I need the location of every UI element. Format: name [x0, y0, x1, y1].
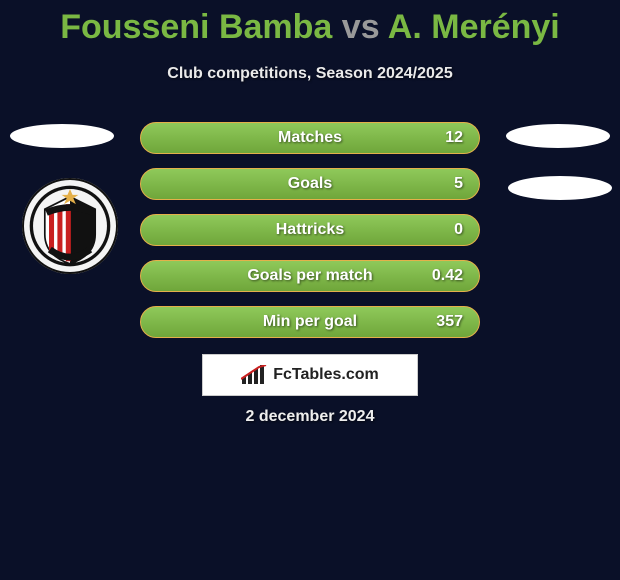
stat-bar-goals-per-match: Goals per match 0.42: [140, 260, 480, 292]
honved-badge-icon: [28, 184, 112, 268]
brand-watermark: FcTables.com: [202, 354, 418, 396]
stat-value: 5: [454, 169, 463, 199]
stat-label: Hattricks: [141, 215, 479, 245]
comparison-title: Fousseni Bamba vs A. Merényi: [0, 0, 620, 47]
stat-value: 12: [445, 123, 463, 153]
player1-club-badge: [22, 178, 118, 274]
stat-label: Goals: [141, 169, 479, 199]
stat-value: 0: [454, 215, 463, 245]
stat-bar-matches: Matches 12: [140, 122, 480, 154]
player2-logo-placeholder: [506, 124, 610, 148]
brand-text: FcTables.com: [273, 366, 379, 384]
stat-label: Matches: [141, 123, 479, 153]
generated-date: 2 december 2024: [0, 408, 620, 426]
player1-name: Fousseni Bamba: [60, 8, 332, 46]
player2-club-logo-placeholder: [508, 176, 612, 200]
stat-bars: Matches 12 Goals 5 Hattricks 0 Goals per…: [140, 122, 480, 352]
stat-label: Min per goal: [141, 307, 479, 337]
subtitle: Club competitions, Season 2024/2025: [0, 65, 620, 83]
stat-value: 357: [436, 307, 463, 337]
player1-logo-placeholder: [10, 124, 114, 148]
stat-value: 0.42: [432, 261, 463, 291]
stat-bar-goals: Goals 5: [140, 168, 480, 200]
stat-label: Goals per match: [141, 261, 479, 291]
stat-bar-min-per-goal: Min per goal 357: [140, 306, 480, 338]
vs-text: vs: [342, 8, 380, 46]
player2-name: A. Merényi: [388, 8, 560, 46]
stat-bar-hattricks: Hattricks 0: [140, 214, 480, 246]
barchart-icon: [241, 365, 267, 385]
